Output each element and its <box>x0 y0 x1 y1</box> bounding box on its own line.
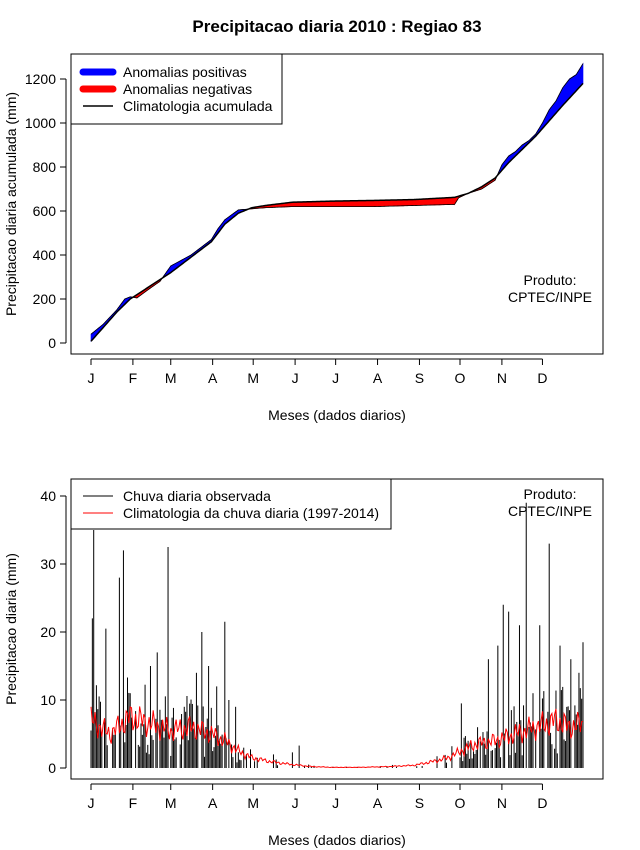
cumulative-x-tick-label: A <box>373 370 383 386</box>
daily-x-tick-label: J <box>332 795 339 811</box>
daily-climatology-lines <box>90 706 584 769</box>
daily-y-tick-label: 0 <box>48 760 56 776</box>
daily-x-tick-label: D <box>537 795 547 811</box>
cumulative-y-tick-label: 0 <box>48 335 56 351</box>
cumulative-y-tick-label: 600 <box>33 203 57 219</box>
daily-climatology-line <box>90 706 584 769</box>
cumulative-x-axis-label: Meses (dados diarios) <box>268 407 406 423</box>
cumulative-y-tick-label: 800 <box>33 159 57 175</box>
daily-x-tick-label: M <box>247 795 259 811</box>
daily-product-source: CPTEC/INPE <box>508 503 592 519</box>
daily-x-tick-label: A <box>373 795 383 811</box>
daily-y-axis-label: Precipitacao diaria (mm) <box>3 553 19 705</box>
daily-y-tick-label: 10 <box>40 692 56 708</box>
daily-y-tick-label: 40 <box>40 488 56 504</box>
legend-label-positive: Anomalias positivas <box>123 64 247 80</box>
daily-panel: 0 10 20 30 40 J F M A M J J A S O N D Meses (dados diar… <box>3 478 604 848</box>
cumulative-x-tick-label: M <box>247 370 259 386</box>
daily-y-tick-label: 30 <box>40 556 56 572</box>
daily-x-tick-label: A <box>208 795 218 811</box>
cumulative-plot-frame <box>70 53 604 355</box>
cumulative-x-tick-label: J <box>88 370 95 386</box>
positive-anomaly-segment <box>581 62 584 86</box>
climatology-cumulative-line <box>90 82 584 342</box>
daily-x-tick-label: J <box>292 795 299 811</box>
cumulative-y-tick-label: 400 <box>33 247 57 263</box>
daily-legend: Chuva diaria observada Climatologia da c… <box>70 478 392 530</box>
daily-x-axis-label: Meses (dados diarios) <box>268 832 406 848</box>
daily-x-tick-label: O <box>455 795 466 811</box>
cumulative-y-tick-label: 1000 <box>25 115 56 131</box>
cumulative-product-label: Produto: <box>524 272 577 288</box>
cumulative-y-axis: 0 200 400 600 800 1000 1200 <box>25 71 67 351</box>
cumulative-x-tick-label: O <box>455 370 466 386</box>
cumulative-panel: 0 200 400 600 800 1000 1200 J F M A M J J A S O N D Meses… <box>3 53 604 423</box>
chart-title: Precipitacao diaria 2010 : Regiao 83 <box>192 17 481 36</box>
daily-product-label: Produto: <box>524 486 577 502</box>
legend-label-observed: Chuva diaria observada <box>123 488 271 504</box>
cumulative-x-tick-label: A <box>208 370 218 386</box>
cumulative-y-axis-label: Precipitacao diaria acumulada (mm) <box>3 92 19 316</box>
daily-x-tick-label: S <box>415 795 424 811</box>
cumulative-x-tick-label: D <box>537 370 547 386</box>
cumulative-legend: Anomalias positivas Anomalias negativas … <box>70 53 283 125</box>
cumulative-y-tick-label: 200 <box>33 291 57 307</box>
daily-y-tick-label: 20 <box>40 624 56 640</box>
cumulative-x-tick-label: J <box>332 370 339 386</box>
daily-y-axis: 0 10 20 30 40 <box>40 488 67 776</box>
cumulative-lines <box>90 63 584 342</box>
daily-x-tick-label: J <box>88 795 95 811</box>
cumulative-y-tick-label: 1200 <box>25 71 56 87</box>
daily-x-tick-label: M <box>165 795 177 811</box>
cumulative-x-tick-label: N <box>497 370 507 386</box>
observed-cumulative-line <box>90 63 584 335</box>
legend-label-climatology: Climatologia acumulada <box>123 98 273 114</box>
daily-legend-box <box>70 478 392 530</box>
cumulative-x-tick-label: S <box>415 370 424 386</box>
legend-label-negative: Anomalias negativas <box>123 81 252 97</box>
cumulative-x-tick-label: J <box>292 370 299 386</box>
cumulative-product-source: CPTEC/INPE <box>508 289 592 305</box>
daily-x-tick-label: F <box>129 795 138 811</box>
legend-label-daily-climatology: Climatologia da chuva diaria (1997-2014) <box>123 505 379 521</box>
cumulative-x-tick-label: M <box>165 370 177 386</box>
cumulative-x-tick-label: F <box>129 370 138 386</box>
daily-x-tick-label: N <box>497 795 507 811</box>
